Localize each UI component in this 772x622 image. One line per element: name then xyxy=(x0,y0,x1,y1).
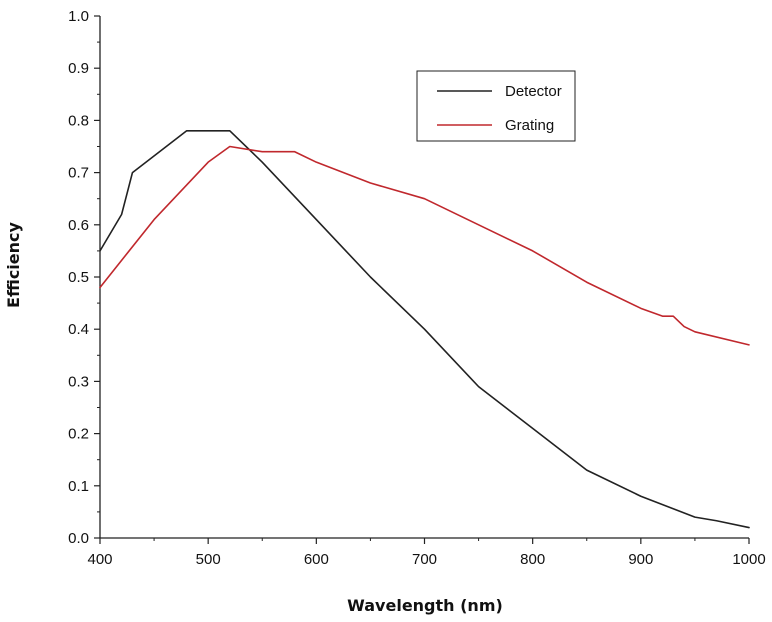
y-tick-label: 0.1 xyxy=(68,478,89,495)
series-line-grating xyxy=(99,145,750,346)
y-tick-label: 0.2 xyxy=(68,426,89,443)
y-tick-label: 0.5 xyxy=(68,269,89,286)
y-tick-label: 0.8 xyxy=(68,112,89,129)
y-tick-label: 0.4 xyxy=(68,321,89,338)
x-axis-title: Wavelength (nm) xyxy=(347,596,503,615)
legend-label-grating: Grating xyxy=(505,117,554,134)
axes: 0.0 0.1 0.2 0.3 0.4 0.5 0.6 0.7 0.8 0.9 1.0 400 500 6… xyxy=(68,8,766,568)
x-tick-label: 700 xyxy=(412,551,437,568)
y-tick-label: 0.0 xyxy=(68,530,89,547)
y-tick-label: 0.3 xyxy=(68,373,89,390)
x-tick-label: 900 xyxy=(628,551,653,568)
x-tick-label: 800 xyxy=(520,551,545,568)
y-tick-label: 1.0 xyxy=(68,8,89,25)
y-tick-label: 0.7 xyxy=(68,165,89,182)
tick-marks xyxy=(94,15,750,544)
series-lines xyxy=(99,130,750,529)
legend-label-detector: Detector xyxy=(505,83,562,100)
y-tick-label: 0.6 xyxy=(68,217,89,234)
x-tick-label: 400 xyxy=(87,551,112,568)
x-tick-label: 600 xyxy=(304,551,329,568)
x-tick-label: 1000 xyxy=(732,551,765,568)
legend-box xyxy=(416,70,576,142)
y-tick-label: 0.9 xyxy=(68,60,89,77)
series-line-detector xyxy=(99,130,750,529)
legend: Detector Grating xyxy=(416,70,576,142)
x-tick-label: 500 xyxy=(196,551,221,568)
y-axis-title: Efficiency xyxy=(4,221,23,307)
